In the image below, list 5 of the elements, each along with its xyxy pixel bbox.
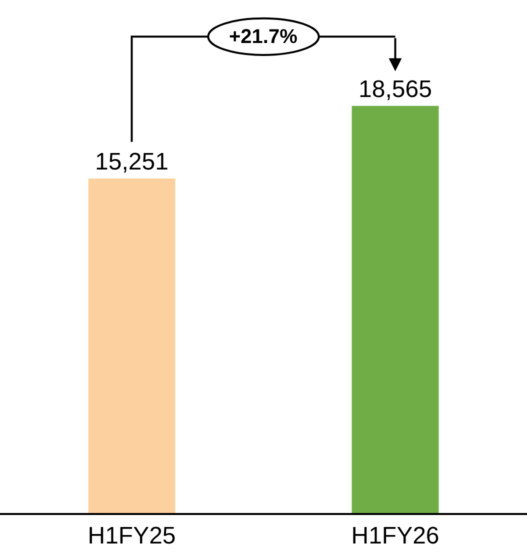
text: +21.7%	[229, 26, 298, 48]
x-tick-label: H1FY25	[88, 522, 176, 550]
data-label: 18,565	[358, 76, 432, 103]
x-tick-label: H1FY26	[351, 522, 440, 550]
data-label: 15,251	[95, 148, 168, 176]
